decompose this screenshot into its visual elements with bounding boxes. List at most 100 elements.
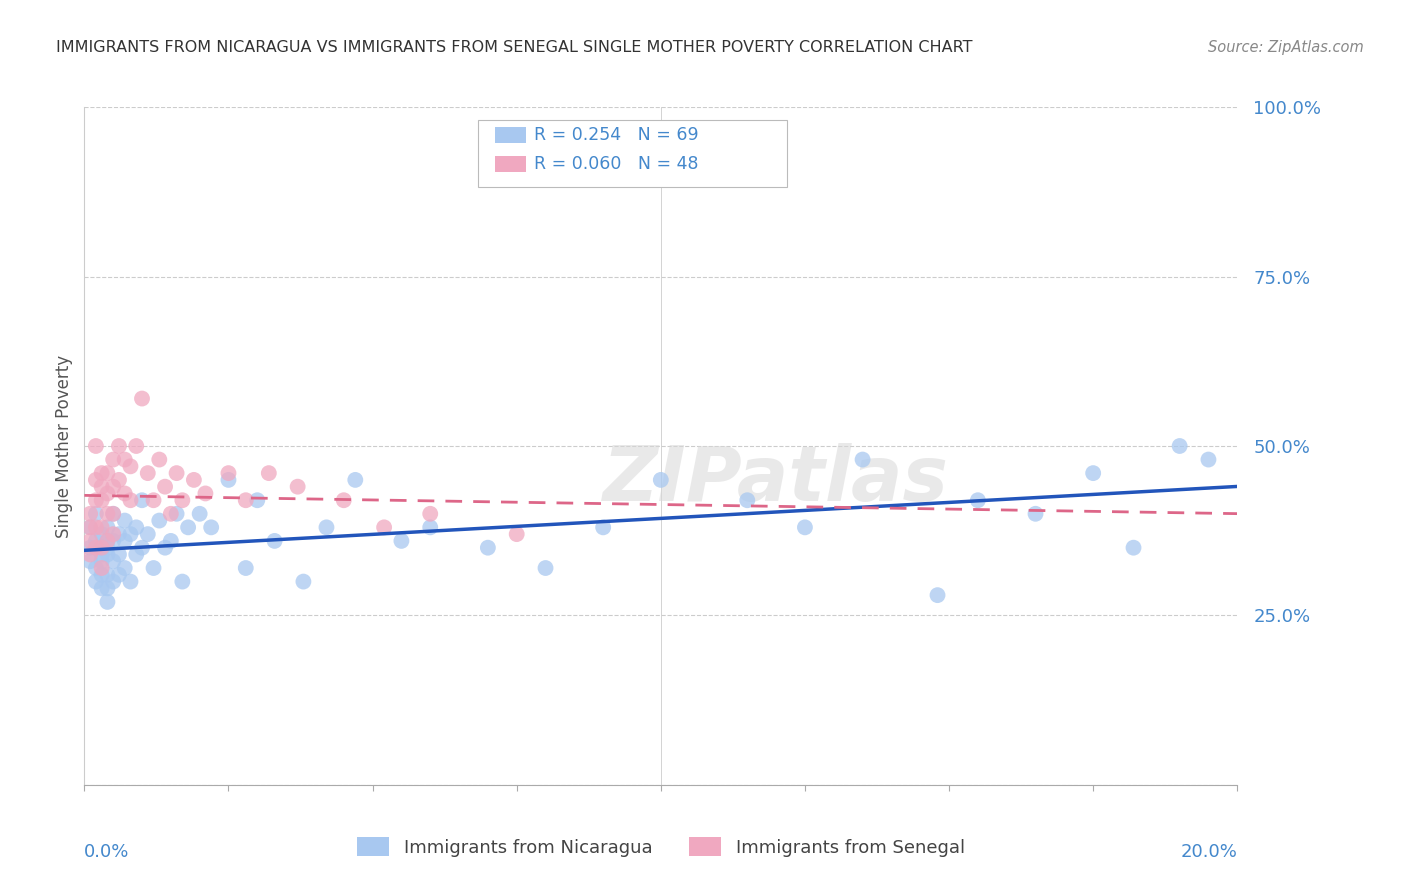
Point: [142, 493, 165, 508]
Point: [194, 486, 217, 500]
Point: [96, 582, 118, 596]
Point: [166, 507, 188, 521]
Point: [90, 480, 112, 494]
Point: [131, 392, 153, 406]
Point: [96, 548, 118, 562]
Point: [120, 459, 142, 474]
Point: [142, 561, 165, 575]
Point: [125, 548, 148, 562]
Point: [103, 527, 124, 541]
Point: [79, 554, 101, 568]
Point: [96, 533, 118, 548]
Point: [235, 561, 257, 575]
Legend: Immigrants from Nicaragua, Immigrants from Senegal: Immigrants from Nicaragua, Immigrants fr…: [350, 830, 972, 864]
Text: 0.0%: 0.0%: [84, 843, 129, 861]
Point: [79, 533, 101, 548]
Point: [120, 493, 142, 508]
Point: [114, 452, 136, 467]
Text: IMMIGRANTS FROM NICARAGUA VS IMMIGRANTS FROM SENEGAL SINGLE MOTHER POVERTY CORRE: IMMIGRANTS FROM NICARAGUA VS IMMIGRANTS …: [56, 40, 973, 55]
Point: [160, 507, 183, 521]
Text: Source: ZipAtlas.com: Source: ZipAtlas.com: [1208, 40, 1364, 55]
Point: [287, 480, 309, 494]
Point: [90, 541, 112, 555]
Point: [148, 452, 170, 467]
Point: [84, 533, 107, 548]
Text: ZIPatlas: ZIPatlas: [603, 443, 949, 516]
Point: [84, 507, 107, 521]
Text: 20.0%: 20.0%: [1181, 843, 1237, 861]
Point: [108, 439, 131, 453]
Point: [103, 574, 124, 589]
Point: [96, 595, 118, 609]
Point: [153, 480, 176, 494]
Point: [131, 541, 153, 555]
Point: [1168, 439, 1191, 453]
Point: [84, 541, 107, 555]
Point: [172, 574, 194, 589]
Point: [263, 533, 285, 548]
Point: [79, 548, 101, 562]
Point: [96, 466, 118, 480]
Point: [125, 520, 148, 534]
Point: [373, 520, 395, 534]
Point: [84, 520, 107, 534]
Point: [1198, 452, 1220, 467]
Point: [90, 548, 112, 562]
Text: R = 0.060   N = 48: R = 0.060 N = 48: [534, 155, 699, 173]
Point: [96, 567, 118, 582]
Point: [1122, 541, 1144, 555]
Point: [114, 486, 136, 500]
Point: [79, 520, 101, 534]
Point: [177, 520, 200, 534]
Y-axis label: Single Mother Poverty: Single Mother Poverty: [55, 354, 73, 538]
Point: [103, 480, 124, 494]
Point: [333, 493, 356, 508]
Point: [103, 452, 124, 467]
Point: [108, 527, 131, 541]
Point: [477, 541, 499, 555]
Point: [84, 439, 107, 453]
Point: [84, 493, 107, 508]
Point: [1083, 466, 1105, 480]
Point: [103, 554, 124, 568]
Point: [927, 588, 949, 602]
Point: [90, 493, 112, 508]
Point: [96, 486, 118, 500]
Point: [96, 520, 118, 534]
Point: [131, 493, 153, 508]
Point: [292, 574, 315, 589]
Point: [84, 574, 107, 589]
Point: [108, 567, 131, 582]
Point: [391, 533, 413, 548]
Point: [592, 520, 614, 534]
Point: [419, 507, 441, 521]
Point: [114, 533, 136, 548]
Point: [967, 493, 990, 508]
Point: [125, 439, 148, 453]
Point: [534, 561, 557, 575]
Point: [183, 473, 205, 487]
Point: [315, 520, 337, 534]
Point: [90, 554, 112, 568]
Point: [136, 527, 159, 541]
Point: [90, 527, 112, 541]
Point: [235, 493, 257, 508]
Point: [136, 466, 159, 480]
Point: [246, 493, 269, 508]
Point: [79, 541, 101, 555]
Point: [114, 514, 136, 528]
Point: [103, 507, 124, 521]
Point: [84, 473, 107, 487]
Point: [103, 533, 124, 548]
Point: [79, 520, 101, 534]
Point: [120, 527, 142, 541]
Point: [114, 561, 136, 575]
Point: [172, 493, 194, 508]
Point: [166, 466, 188, 480]
Point: [120, 574, 142, 589]
Point: [257, 466, 280, 480]
Point: [419, 520, 441, 534]
Point: [506, 527, 529, 541]
Point: [153, 541, 176, 555]
Point: [794, 520, 817, 534]
